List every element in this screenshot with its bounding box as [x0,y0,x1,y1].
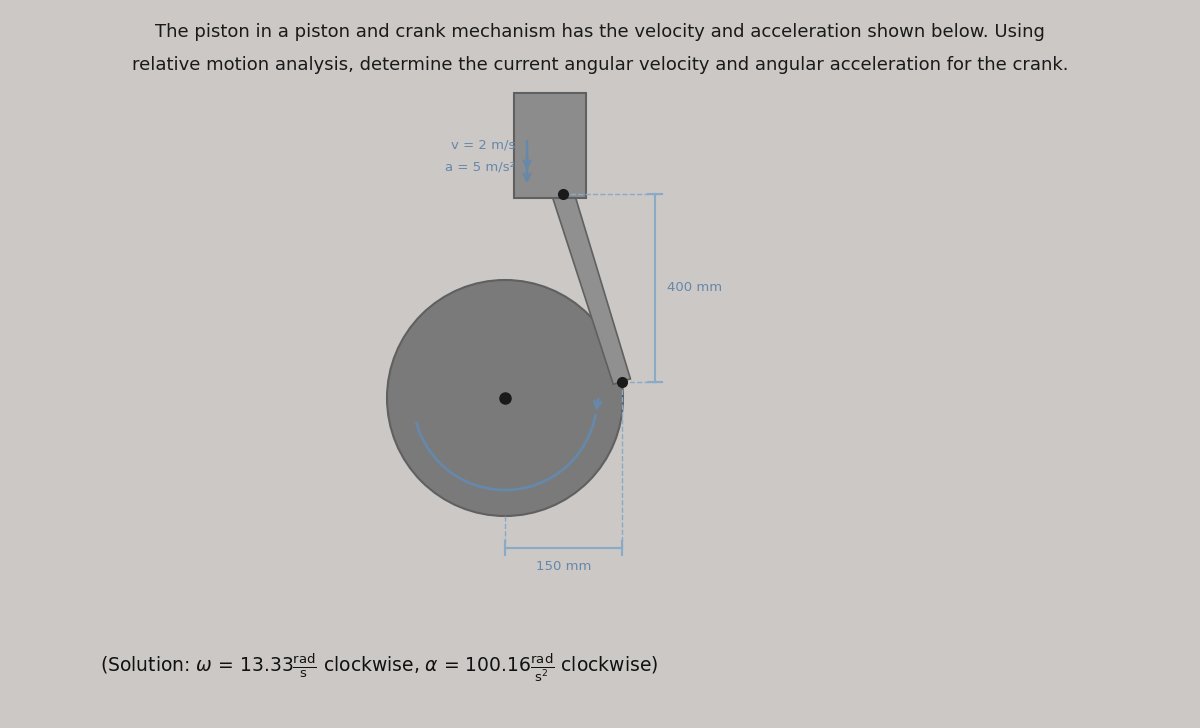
Circle shape [386,280,623,516]
Bar [514,93,586,198]
Text: 400 mm: 400 mm [667,281,722,294]
Polygon shape [552,191,630,384]
Text: The piston in a piston and crank mechanism has the velocity and acceleration sho: The piston in a piston and crank mechani… [155,23,1045,41]
Text: relative motion analysis, determine the current angular velocity and angular acc: relative motion analysis, determine the … [132,56,1068,74]
Text: v = 2 m/s: v = 2 m/s [451,138,515,151]
Text: (Solution: $\omega$ = 13.33$\mathdefault{\frac{rad}{s}}$ clockwise, $\alpha$ = 1: (Solution: $\omega$ = 13.33$\mathdefault… [100,652,659,684]
Text: 150 mm: 150 mm [535,560,592,573]
Text: a = 5 m/s²: a = 5 m/s² [445,160,515,173]
